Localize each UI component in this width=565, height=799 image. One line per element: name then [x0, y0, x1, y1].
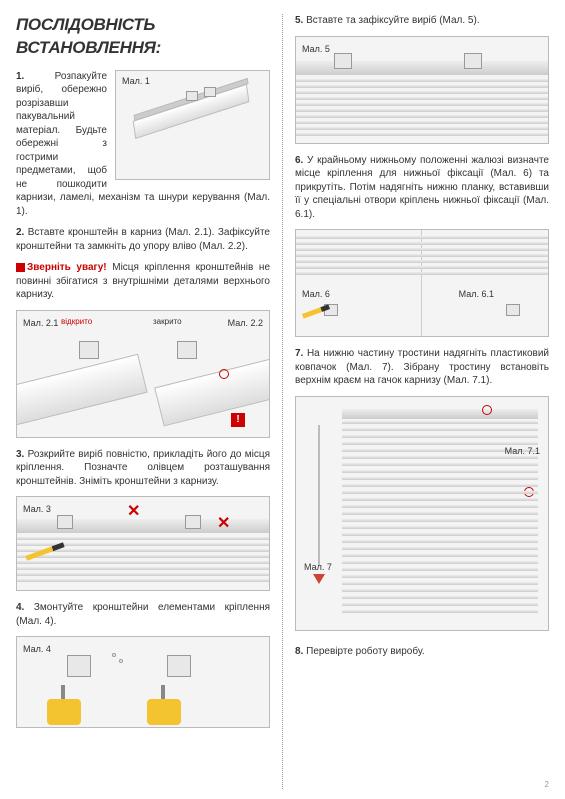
step-2-num: 2. — [16, 227, 24, 238]
step-6-text: 6. У крайньому нижньому положенні жалюзі… — [295, 154, 549, 222]
figure-22-label: Мал. 2.2 — [228, 317, 263, 329]
closed-label: закрито — [153, 317, 182, 328]
step-5-num: 5. — [295, 15, 303, 26]
drill-icon — [47, 699, 81, 725]
wand-icon — [318, 425, 320, 565]
step-2-alert: Зверніть увагу! Місця кріплення кронштей… — [16, 261, 270, 302]
step-5-body: Вставте та зафіксуйте виріб (Мал. 5). — [306, 15, 479, 26]
step-2-body: Вставте кронштейн в карниз (Мал. 2.1). З… — [16, 227, 270, 252]
alert-icon — [16, 263, 25, 272]
drill-icon — [147, 699, 181, 725]
step-6-num: 6. — [295, 155, 303, 166]
step-3-body: Розкрийте виріб повністю, прикладіть йог… — [16, 449, 270, 487]
step-4-body: Змонтуйте кронштейни елементами кріпленн… — [16, 602, 270, 627]
step-2-text: 2. Вставте кронштейн в карниз (Мал. 2.1)… — [16, 226, 270, 253]
step-7-text: 7. На нижню частину тростини надягніть п… — [295, 347, 549, 388]
figure-6: Мал. 6 Мал. 6.1 — [295, 229, 549, 337]
left-column: ПОСЛІДОВНІСТЬ ВСТАНОВЛЕННЯ: Мал. 1 1. Ро… — [16, 14, 282, 789]
step-7-body: На нижню частину тростини надягніть плас… — [295, 348, 549, 386]
figure-3-label: Мал. 3 — [23, 503, 51, 515]
figure-21-label: Мал. 2.1 — [23, 317, 58, 329]
figure-71-label: Мал. 7.1 — [505, 445, 540, 457]
step-8-text: 8. Перевірте роботу виробу. — [295, 645, 549, 659]
step-8-num: 8. — [295, 646, 303, 657]
step-6-body: У крайньому нижньому положенні жалюзі ви… — [295, 155, 549, 220]
warning-icon: ! — [231, 413, 245, 427]
alert-label: Зверніть увагу! — [27, 262, 107, 273]
step-5-text: 5. Вставте та зафіксуйте виріб (Мал. 5). — [295, 14, 549, 28]
step-4-text: 4. Змонтуйте кронштейни елементами кріпл… — [16, 601, 270, 628]
figure-7-label: Мал. 7 — [304, 561, 332, 573]
right-column: 5. Вставте та зафіксуйте виріб (Мал. 5).… — [283, 14, 549, 789]
figure-1: Мал. 1 — [115, 70, 270, 180]
step-3-num: 3. — [16, 449, 24, 460]
step-3-text: 3. Розкрийте виріб повністю, прикладіть … — [16, 448, 270, 489]
figure-6-label: Мал. 6 — [302, 288, 330, 300]
step-1-num: 1. — [16, 71, 24, 82]
figure-61-label: Мал. 6.1 — [459, 288, 494, 300]
figure-7: Мал. 7 Мал. 7.1 — [295, 396, 549, 631]
step-1-block: Мал. 1 1. Розпакуйте виріб, обережно роз… — [16, 70, 270, 227]
page-title: ПОСЛІДОВНІСТЬ ВСТАНОВЛЕННЯ: — [16, 14, 270, 60]
figure-1-label: Мал. 1 — [122, 75, 150, 87]
figure-4-label: Мал. 4 — [23, 643, 51, 655]
step-8-body: Перевірте роботу виробу. — [306, 646, 425, 657]
open-label: відкрито — [61, 317, 92, 328]
figure-3: Мал. 3 ✕ ✕ — [16, 496, 270, 591]
page-number: 2 — [545, 780, 549, 791]
step-4-num: 4. — [16, 602, 24, 613]
figure-2: Мал. 2.1 відкрито закрито Мал. 2.2 ! — [16, 310, 270, 438]
x-mark-icon: ✕ — [217, 513, 230, 535]
x-mark-icon: ✕ — [127, 501, 140, 523]
figure-5: Мал. 5 — [295, 36, 549, 144]
step-7-num: 7. — [295, 348, 303, 359]
figure-4: Мал. 4 — [16, 636, 270, 728]
figure-5-label: Мал. 5 — [302, 43, 330, 55]
